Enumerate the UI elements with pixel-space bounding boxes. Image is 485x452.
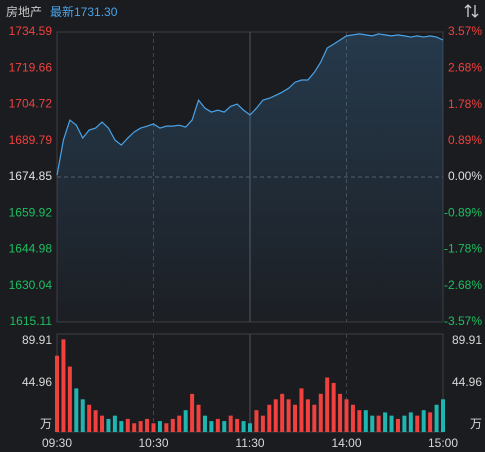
y-tick-label: 1674.85 [9,169,53,183]
volume-unit: 万 [470,417,482,431]
volume-bar [106,418,111,432]
y2-tick-label: 3.57% [448,24,482,38]
volume-bar [190,393,195,432]
volume-bar [177,415,182,432]
volume-bar [170,418,175,432]
volume-bar [260,415,265,432]
volume-bar [357,410,362,432]
volume-bar [280,393,285,432]
volume-tick-label: 89.91 [22,333,52,347]
volume-bar [55,355,59,432]
volume-bar [331,382,336,432]
volume-bar [383,412,388,432]
y-tick-label: 1630.04 [9,278,53,292]
x-tick-label: 09:30 [42,436,72,450]
volume-bar [248,423,252,432]
volume-tick-label: 44.96 [22,375,52,389]
volume-bar [228,415,233,432]
volume-bar [338,393,343,432]
price-area [57,33,443,322]
volume-bar [209,421,214,432]
x-tick-label: 14:00 [331,436,361,450]
volume-bar [389,415,394,432]
y-tick-label: 1734.59 [9,24,53,38]
y2-tick-label: 0.00% [448,169,482,183]
volume-bar [61,339,66,432]
toggle-icon[interactable] [464,4,479,18]
volume-bar [151,423,156,432]
y-tick-label: 1615.11 [10,314,53,328]
volume-bar [434,404,439,432]
volume-bar [312,404,317,432]
volume-bar [93,410,98,432]
volume-bar [376,415,381,432]
latest-price: 最新1731.30 [50,4,118,19]
volume-bar [273,399,278,432]
volume-bar [350,404,355,432]
volume-bar [415,415,420,432]
volume-tick-label: 44.96 [452,375,482,389]
volume-bar [286,399,291,432]
volume-bar [428,412,433,432]
volume-bar [370,415,375,432]
y-tick-label: 1704.72 [9,97,53,111]
volume-bar [67,366,72,432]
volume-bar [318,393,323,432]
volume-bar [80,399,85,432]
volume-bar [183,410,188,432]
volume-bar [100,415,105,432]
y-tick-label: 1719.66 [9,60,53,74]
volume-bar [241,421,246,432]
volume-bar [325,377,330,432]
volume-bar [421,410,426,432]
x-tick-label: 11:30 [235,436,264,450]
y-tick-label: 1644.98 [9,242,53,256]
volume-tick-label: 89.91 [452,333,482,347]
volume-bar [222,421,227,432]
volume-bar [125,418,130,432]
y2-tick-label: 1.78% [448,97,482,111]
volume-bar [305,399,310,432]
volume-bar [363,410,368,432]
volume-bar [119,421,124,432]
x-tick-label: 10:30 [138,436,168,450]
volume-bar [87,404,92,432]
volume-bar [132,423,137,432]
y-tick-label: 1659.92 [9,205,53,219]
volume-unit: 万 [40,417,52,431]
volume-bar [112,415,117,432]
y2-tick-label: -2.68% [444,278,482,292]
y2-tick-label: -1.78% [444,241,482,255]
volume-bar [145,418,150,432]
volume-bar [293,404,298,432]
volume-bar [395,418,400,432]
volume-bar [202,415,207,432]
volume-bar [157,421,162,432]
y2-tick-label: 2.68% [448,60,482,74]
volume-bar [402,415,407,432]
volume-bar [235,418,240,432]
price-line [56,33,444,176]
x-tick-label: 15:00 [428,436,458,450]
y2-tick-label: -3.57% [444,314,482,328]
volume-bar [344,399,349,432]
y2-tick-label: -0.89% [444,205,482,219]
volume-bar [408,412,413,432]
y-tick-label: 1689.79 [9,133,53,147]
volume-bar [196,404,201,432]
volume-bar [299,388,304,432]
volume-bar [441,399,445,432]
volume-bar [254,410,259,432]
volume-bar [74,388,79,432]
volume-bar [267,404,272,432]
chart-title: 房地产 [6,4,42,19]
volume-bar [138,421,143,432]
volume-bar [164,423,169,432]
volume-bar [215,418,220,432]
y2-tick-label: 0.89% [448,133,482,147]
